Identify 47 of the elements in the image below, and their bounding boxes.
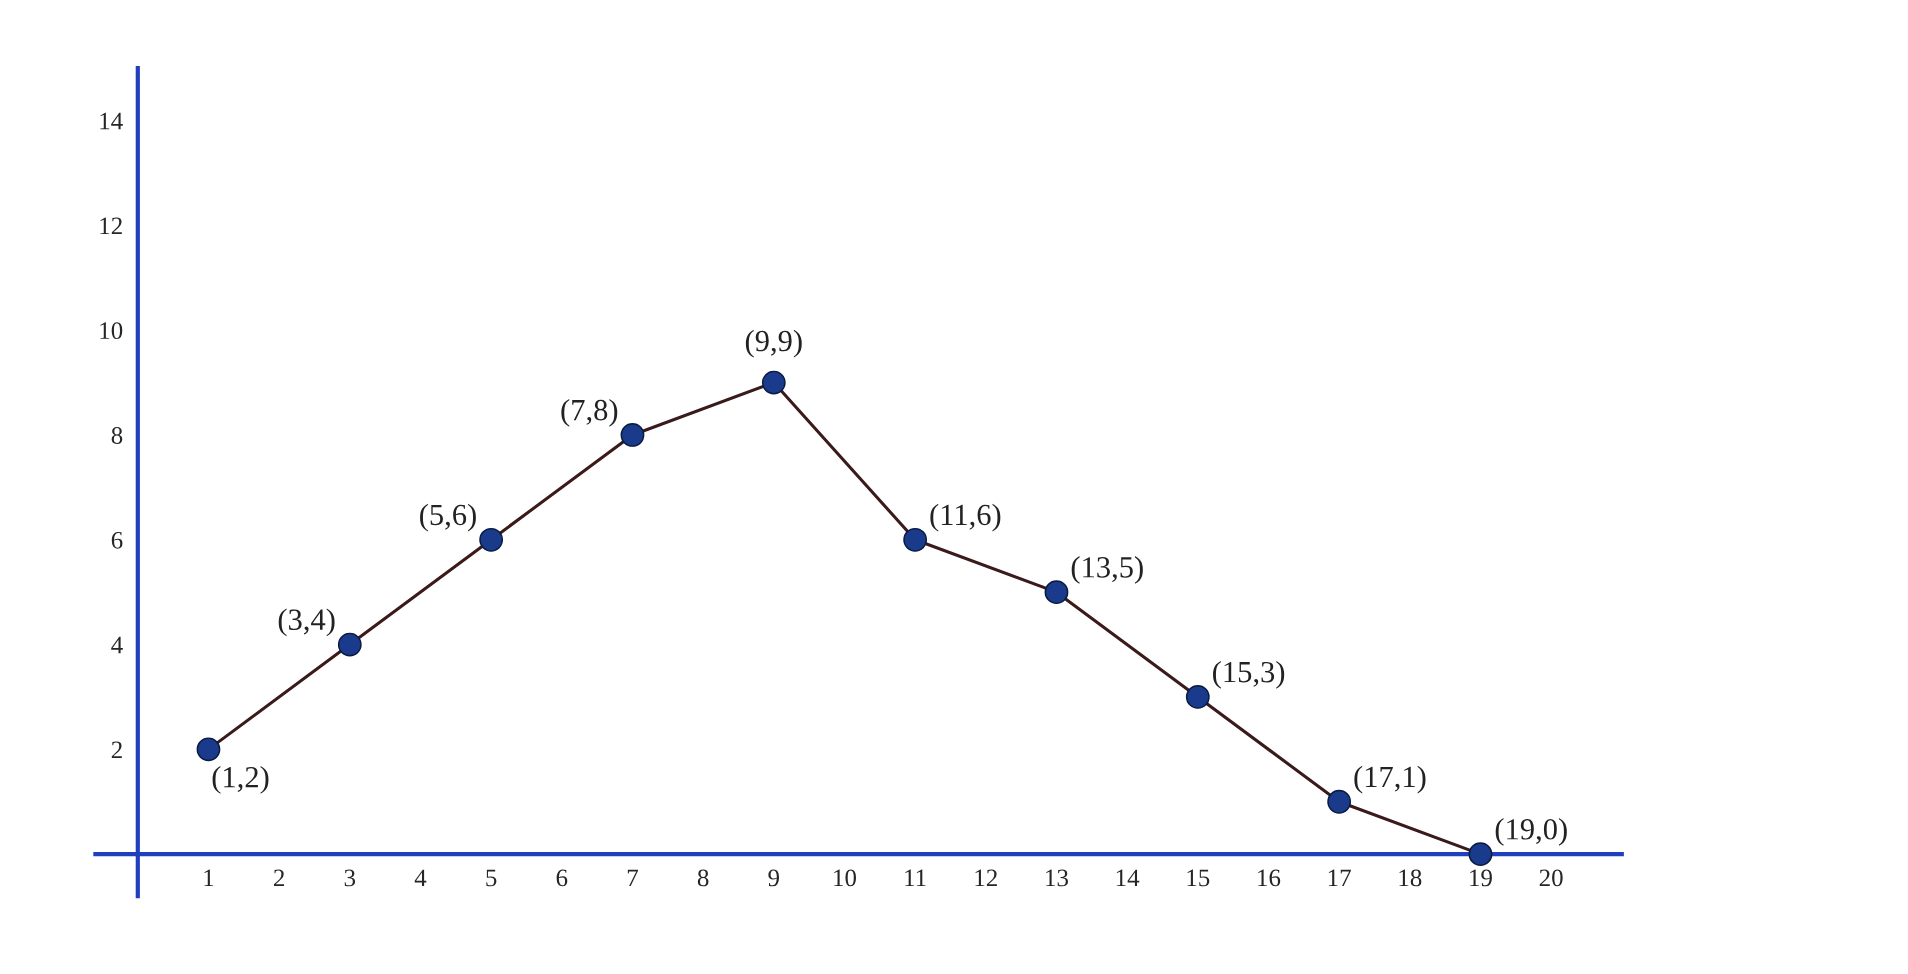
y-tick-label: 12: [100, 217, 122, 235]
x-tick-label: 15: [1187, 869, 1210, 887]
y-tick-label: 8: [111, 427, 123, 444]
x-tick-label: 14: [1116, 869, 1140, 887]
x-tick-label: 20: [1539, 869, 1563, 887]
x-tick-label: 1: [204, 869, 214, 887]
point: [196, 737, 221, 762]
x-tick-label: 19: [1470, 869, 1492, 887]
x-tick-label: 11: [905, 869, 926, 887]
x-tick-label: 17: [1328, 869, 1351, 887]
x-tick-label: 2: [273, 869, 284, 887]
point: [479, 527, 504, 552]
x-tick-label: 9: [768, 869, 780, 887]
y-tick-label: 10: [100, 322, 123, 340]
x-tick-label: 10: [834, 869, 857, 887]
x-tick-label: 8: [697, 869, 709, 887]
annotation: (15,3): [1213, 660, 1285, 689]
annotation: (17,1): [1354, 765, 1426, 794]
x-tick-label: 3: [344, 869, 356, 887]
annotation: (7,8): [561, 398, 618, 427]
x-tick-label: 4: [414, 869, 427, 887]
x-tick-label: 13: [1046, 869, 1068, 887]
point: [1185, 685, 1210, 709]
point: [1327, 789, 1352, 814]
y-tick-label: 6: [111, 531, 123, 549]
point: [620, 423, 645, 447]
x-tick-label: 16: [1258, 869, 1281, 887]
x-tick-label: 18: [1399, 869, 1422, 887]
point: [1468, 842, 1493, 867]
point: [337, 632, 362, 657]
x-tick-label: 5: [486, 869, 497, 887]
x-tick-label: 12: [975, 869, 997, 887]
annotation: (3,4): [278, 608, 335, 637]
y-tick-label: 2: [111, 741, 122, 759]
y-tick-label: 14: [100, 112, 123, 130]
point: [903, 527, 928, 552]
x-tick-label: 7: [627, 869, 638, 887]
x-tick-label: 6: [556, 869, 568, 887]
point: [1044, 580, 1069, 605]
annotation: (5,6): [420, 503, 476, 532]
point: [761, 370, 786, 395]
annotation: (13,5): [1071, 556, 1143, 584]
y-tick-label: 4: [111, 636, 123, 654]
annotation: (19,0): [1495, 818, 1567, 846]
annotation: (9,9): [745, 329, 802, 358]
annotation: (11,6): [930, 503, 1001, 532]
annotation: (1,2): [212, 766, 269, 794]
